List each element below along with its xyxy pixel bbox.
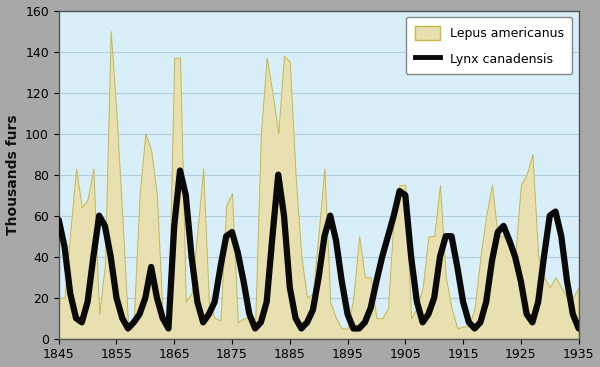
- Lynx canadensis: [569, 312, 577, 316]
- Lynx canadensis: [506, 238, 513, 243]
- Lynx canadensis: [55, 218, 62, 222]
- Lynx canadensis: [188, 254, 195, 259]
- Lynx canadensis: [367, 306, 374, 310]
- Lynx canadensis: [575, 326, 582, 331]
- Lynx canadensis: [176, 168, 184, 173]
- Lynx canadensis: [119, 316, 126, 320]
- Legend: Lepus americanus, Lynx canadensis: Lepus americanus, Lynx canadensis: [406, 17, 572, 75]
- Y-axis label: Thousands furs: Thousands furs: [5, 115, 20, 235]
- Lynx canadensis: [124, 326, 131, 331]
- Line: Lynx canadensis: Lynx canadensis: [59, 171, 578, 328]
- Lynx canadensis: [200, 320, 207, 324]
